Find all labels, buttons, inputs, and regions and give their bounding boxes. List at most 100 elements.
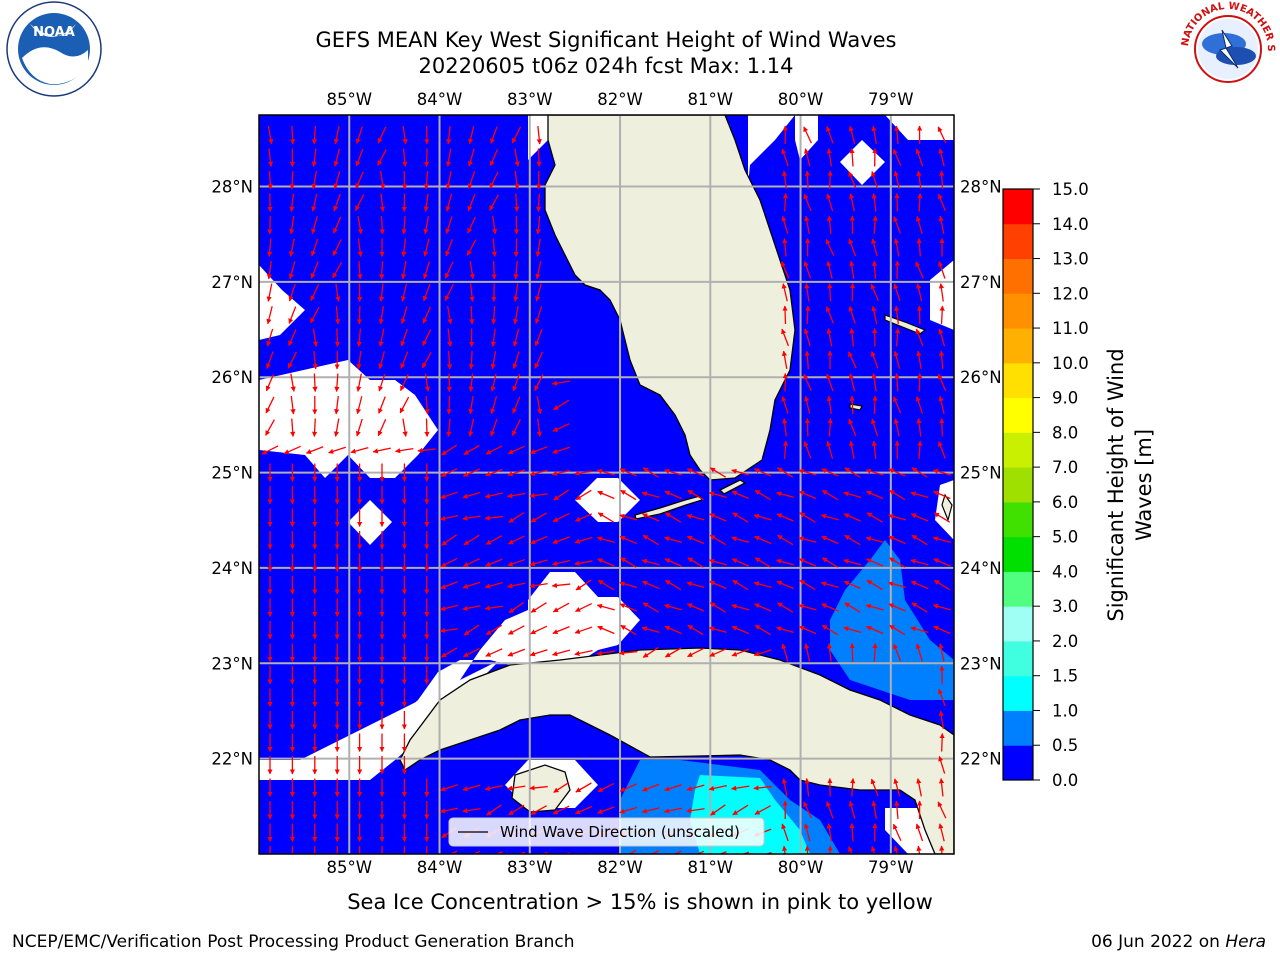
wave-arrow	[551, 470, 571, 476]
wave-arrow	[730, 785, 750, 791]
wave-arrow	[490, 373, 497, 392]
wave-arrow	[619, 513, 638, 521]
colorbar-tick-label: 9.0	[1052, 389, 1078, 408]
wave-arrow	[512, 328, 520, 347]
wave-arrow	[463, 624, 480, 636]
wave-arrow	[821, 624, 839, 636]
lon-label-top: 82°W	[597, 90, 643, 109]
wave-arrow	[628, 849, 637, 854]
wave-arrow	[781, 328, 790, 347]
wave-arrow	[731, 625, 749, 635]
wave-arrow	[597, 558, 615, 567]
wave-arrow	[938, 283, 944, 302]
wave-arrow	[508, 804, 525, 816]
noaa-logo-text: NOAA	[33, 25, 75, 40]
wave-arrow	[866, 512, 883, 523]
wave-arrow	[489, 148, 499, 167]
wave-arrow	[423, 193, 429, 212]
wave-arrow	[462, 784, 481, 792]
wave-arrow	[491, 238, 497, 257]
wave-arrow	[311, 418, 318, 438]
wave-arrow	[844, 534, 861, 546]
wave-arrow	[888, 513, 907, 521]
wave-arrow	[894, 328, 901, 347]
wave-arrow	[804, 643, 811, 662]
wave-arrow	[754, 468, 772, 477]
wave-arrow	[871, 260, 878, 280]
wave-arrow	[261, 445, 279, 455]
wave-arrow	[917, 192, 923, 212]
wave-arrow	[664, 490, 682, 500]
wave-arrow	[893, 216, 902, 234]
wave-arrow	[866, 558, 884, 567]
wave-arrow	[529, 649, 548, 657]
colorbar-tick-label: 3.0	[1052, 597, 1078, 616]
colorbar-cell	[1003, 293, 1033, 329]
wave-arrow	[731, 490, 749, 500]
wave-arrow	[686, 535, 705, 545]
colorbar-cell	[1003, 189, 1033, 225]
lat-label-left: 27°N	[211, 273, 253, 292]
wave-arrow	[289, 193, 295, 212]
wave-arrow	[536, 125, 542, 145]
wave-arrow	[844, 602, 861, 613]
wave-arrow	[848, 800, 856, 819]
colorbar-tick-label: 11.0	[1052, 319, 1089, 338]
wave-arrow	[664, 603, 683, 611]
wave-arrow	[619, 806, 638, 814]
wave-arrow	[777, 602, 794, 613]
wave-arrow	[939, 732, 945, 752]
svg-text:NATIONAL WEATHER SERVICE: NATIONAL WEATHER SERVICE	[0, 0, 1276, 52]
colorbar-cell	[1003, 571, 1033, 607]
wave-arrow	[892, 823, 902, 841]
wave-arrow	[894, 373, 900, 392]
wave-arrow	[446, 125, 452, 145]
wave-arrow	[439, 514, 459, 521]
wave-arrow	[849, 260, 855, 279]
wave-arrow	[440, 647, 458, 658]
wave-arrow	[513, 306, 519, 325]
wave-arrow	[781, 778, 788, 797]
wave-arrow	[889, 624, 906, 636]
wave-arrow	[333, 193, 341, 212]
wave-arrow	[849, 823, 855, 842]
wave-arrow	[355, 148, 364, 167]
wave-arrow	[310, 306, 320, 324]
wave-arrow	[888, 603, 906, 612]
wave-arrow	[804, 778, 810, 797]
wave-arrow	[849, 395, 855, 415]
wave-arrow	[350, 447, 369, 454]
wave-arrow	[827, 170, 833, 190]
wave-arrow	[872, 215, 878, 235]
wave-arrow	[844, 467, 861, 478]
wave-arrow	[596, 468, 615, 476]
wave-arrow	[709, 648, 727, 657]
wave-arrow	[938, 328, 946, 347]
wave-arrow	[462, 515, 481, 521]
wave-arrow	[821, 489, 839, 501]
wave-arrow	[620, 489, 637, 501]
wave-arrow	[731, 468, 750, 476]
wave-arrow	[494, 851, 503, 854]
wave-arrow	[552, 512, 570, 523]
wave-arrow	[468, 418, 475, 437]
wave-arrow	[265, 396, 275, 414]
wave-arrow	[484, 515, 504, 521]
wave-arrow	[687, 557, 704, 568]
wave-arrow	[462, 605, 481, 611]
wave-arrow	[357, 216, 363, 235]
wave-arrow	[489, 194, 499, 211]
wave-arrow	[910, 626, 929, 633]
wave-arrow	[512, 396, 521, 414]
wave-arrow	[848, 846, 854, 854]
wave-arrow	[508, 512, 525, 523]
wave-arrow	[290, 125, 296, 145]
lat-label-left: 28°N	[211, 178, 253, 197]
wave-arrow	[870, 845, 876, 854]
wave-arrow	[552, 446, 570, 454]
wave-arrow	[798, 558, 817, 567]
wave-arrow	[333, 126, 340, 145]
wave-arrow	[798, 490, 817, 500]
wave-arrow	[536, 396, 543, 415]
wave-arrow	[826, 440, 834, 459]
